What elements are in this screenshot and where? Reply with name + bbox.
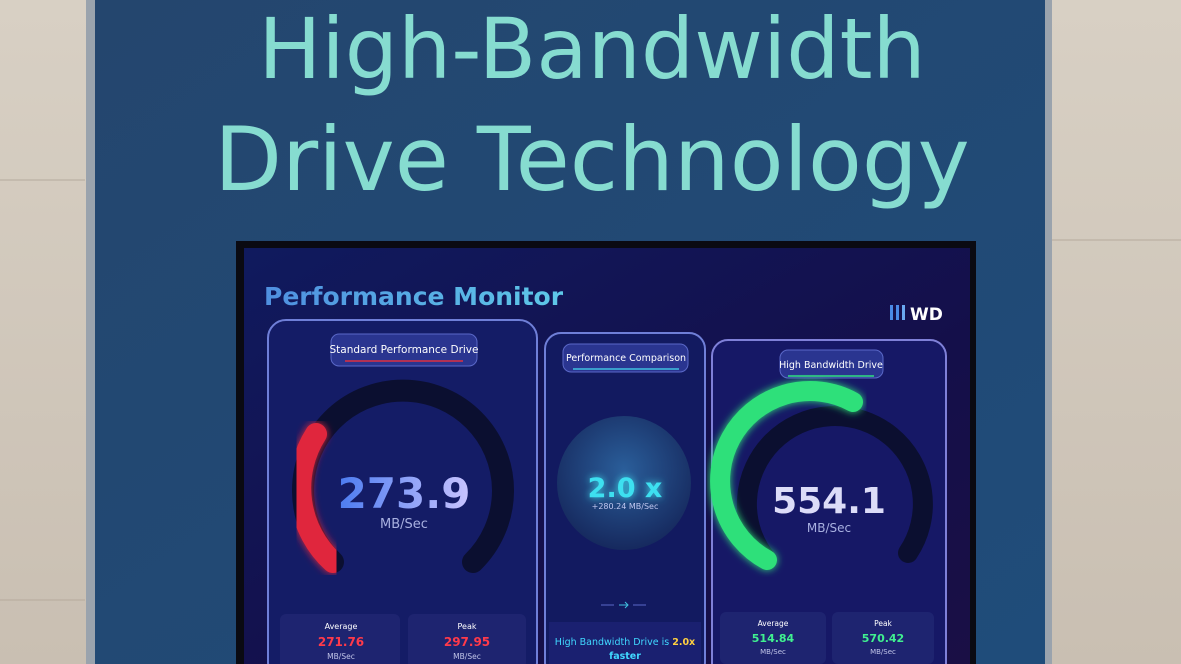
stat-box: [280, 614, 400, 664]
banner-title: Drive Technology: [214, 108, 970, 211]
stat-value: 514.84: [752, 632, 795, 645]
note-text: High Bandwidth Drive is: [555, 637, 669, 648]
gauge-fill: [710, 381, 863, 570]
logo-bar: [896, 305, 899, 320]
gauge-value: 273.9: [338, 469, 471, 518]
arrow: [619, 601, 629, 609]
logo-text: WD: [910, 305, 943, 325]
delta: +280.24 MB/Sec: [592, 502, 659, 511]
panel-label: Standard Performance Drive: [330, 344, 479, 356]
pill: [562, 343, 689, 373]
logo-bar: [890, 305, 893, 320]
comparison-circle: [557, 416, 691, 550]
stat-label: Peak: [458, 622, 477, 631]
panel: [711, 339, 947, 664]
gauge-unit: MB/Sec: [807, 521, 851, 535]
stat-value: 570.42: [862, 632, 904, 645]
stat-label: Peak: [874, 619, 892, 628]
note: High Bandwidth Drive is 2.0x: [555, 637, 695, 648]
banner-title: High-Bandwidth: [258, 0, 926, 98]
note-emphasis: 2.0x: [672, 637, 695, 648]
gauge-unit: MB/Sec: [380, 517, 428, 532]
pill: [779, 349, 884, 379]
stat-unit: MB/Sec: [327, 652, 355, 661]
stat-unit: MB/Sec: [870, 648, 896, 656]
stat-label: Average: [325, 622, 358, 631]
stat-box: [408, 614, 526, 664]
stat-box: [720, 612, 826, 664]
stat-label: Average: [758, 619, 789, 628]
screen-title: Performance Monitor: [264, 282, 564, 311]
logo: WD: [890, 305, 943, 325]
stat-box: [832, 612, 934, 664]
stat-unit: MB/Sec: [760, 648, 786, 656]
stat-unit: MB/Sec: [453, 652, 481, 661]
stat-value: 271.76: [318, 635, 364, 649]
stat-value: 297.95: [444, 635, 490, 649]
logo-bar: [902, 305, 905, 320]
pill: [330, 333, 478, 367]
note-box: [549, 622, 701, 664]
panel-label: Performance Comparison: [566, 353, 686, 364]
gauge-fill: [289, 423, 344, 573]
ratio: 2.0 x: [588, 473, 663, 504]
note-emphasis: faster: [609, 651, 641, 662]
gauge-value: 554.1: [772, 481, 886, 522]
gauge-track: [736, 406, 933, 570]
panel-label: High Bandwidth Drive: [779, 360, 883, 371]
